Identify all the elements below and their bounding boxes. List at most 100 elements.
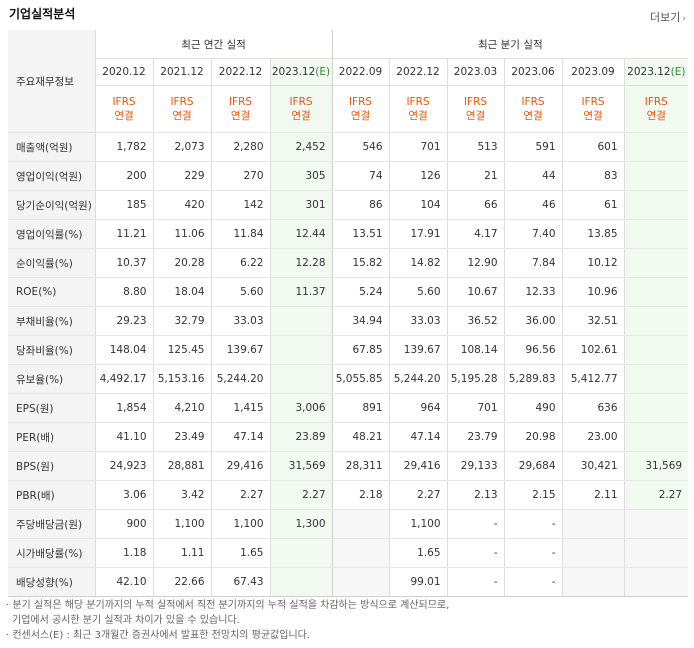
table-cell: [561, 538, 625, 568]
table-cell: [561, 567, 625, 597]
row-label: 영업이익(억원): [8, 161, 95, 191]
consolidation-label: 연결: [230, 110, 251, 122]
table-cell: 420: [152, 190, 211, 220]
table-cell: 2.27: [623, 480, 689, 510]
quarter-group-header: 최근 분기 실적: [331, 30, 689, 59]
row-label: PBR(배): [8, 480, 95, 510]
table-cell: 10.96: [561, 277, 625, 307]
row-label: 당좌비율(%): [8, 335, 95, 365]
table-cell: [623, 422, 689, 452]
financial-table: 주요재무정보 최근 연간 실적 최근 분기 실적 2020.12 2021.12 2…: [8, 30, 689, 597]
standard-label: IFRS: [463, 96, 488, 108]
table-row: 배당성향(%) 42.10 22.66 67.43 99.01- -: [8, 567, 689, 597]
table-cell: 10.12: [561, 248, 625, 278]
standard-label: IFRS: [521, 96, 545, 108]
accounting-standard: IFRS 연결: [446, 85, 505, 133]
consolidation-label: 연결: [523, 110, 543, 122]
row-label: 당기순이익(억원): [8, 190, 95, 220]
table-cell: 1.65: [388, 538, 448, 568]
standard-label: IFRS: [644, 96, 668, 108]
table-cell: [623, 190, 689, 220]
table-cell: 14.82: [388, 248, 448, 278]
table-cell: -: [503, 509, 563, 539]
section-title: 기업실적분석: [9, 7, 76, 21]
consolidation-label: 연결: [583, 110, 603, 122]
table-cell: 11.84: [210, 219, 270, 249]
table-row: ROE(%) 8.80 18.04 5.60 11.37 5.24 5.60 10.67 12.…: [8, 277, 689, 307]
table-cell: 2.15: [503, 480, 563, 510]
table-cell: 5,412.77: [561, 364, 625, 394]
table-cell: 20.28: [152, 248, 211, 278]
table-cell: 1.11: [152, 538, 211, 568]
table-cell: 2.18: [331, 480, 390, 510]
table-cell: 102.61: [561, 335, 625, 365]
table-cell: [269, 306, 333, 336]
table-cell: 2,280: [210, 132, 270, 162]
table-cell: 1,854: [94, 393, 153, 423]
table-cell: 5,153.16: [152, 364, 211, 394]
period-header: 2023.03: [446, 58, 505, 86]
table-cell: 23.79: [446, 422, 505, 452]
accounting-standard: IFRS 연결: [269, 85, 333, 133]
table-cell: -: [446, 509, 505, 539]
standard-label: IFRS: [289, 96, 313, 108]
table-cell: [269, 538, 333, 568]
period-header: 2022.12: [210, 58, 270, 86]
standard-label: IFRS: [170, 96, 194, 108]
table-cell: [623, 364, 689, 394]
table-cell: 4,492.17: [94, 364, 153, 394]
table-cell: 30,421: [561, 451, 625, 481]
table-cell: 5.60: [388, 277, 448, 307]
table-cell: 2.27: [210, 480, 270, 510]
table-cell: 18.04: [152, 277, 211, 307]
table-cell: 5.24: [331, 277, 390, 307]
table-cell: 13.85: [561, 219, 625, 249]
table-cell: 20.98: [503, 422, 563, 452]
table-cell: 61: [561, 190, 625, 220]
period-header: 2023.12(E): [269, 58, 333, 86]
period-header: 2023.09: [561, 58, 625, 86]
table-cell: 29,133: [446, 451, 505, 481]
table-cell: 33.03: [388, 306, 448, 336]
table-cell: 5,244.20: [210, 364, 270, 394]
table-cell: 2.11: [561, 480, 625, 510]
table-cell: [623, 277, 689, 307]
table-cell: 5,289.83: [503, 364, 563, 394]
table-cell: 601: [561, 132, 625, 162]
table-cell: 23.89: [269, 422, 333, 452]
table-cell: 22.66: [152, 567, 211, 597]
table-cell: 13.51: [331, 219, 390, 249]
table-cell: 1,300: [269, 509, 333, 539]
table-cell: 891: [331, 393, 390, 423]
row-label: 유보율(%): [8, 364, 95, 394]
accounting-standard: IFRS 연결: [331, 85, 390, 133]
table-cell: 1,782: [94, 132, 153, 162]
footnote-3: · 컨센서스(E) : 최근 3개월간 증권사에서 발표한 전망치의 평균값입니…: [6, 630, 311, 641]
estimate-mark: (E): [315, 66, 331, 78]
table-cell: [269, 567, 333, 597]
table-cell: 1.18: [94, 538, 153, 568]
table-cell: 2,073: [152, 132, 211, 162]
table-row: 부채비율(%) 29.23 32.79 33.03 34.94 33.03 36.52 36.…: [8, 306, 689, 336]
table-cell: 200: [94, 161, 153, 191]
more-link[interactable]: 더보기 ›: [650, 9, 686, 25]
table-cell: 2.27: [388, 480, 448, 510]
table-cell: [269, 335, 333, 365]
table-cell: [623, 306, 689, 336]
period-label: 2023.06: [511, 66, 555, 78]
footnote-2: 기업에서 공시한 분기 실적과 차이가 있을 수 있습니다.: [12, 615, 240, 626]
table-cell: 2.13: [446, 480, 505, 510]
table-cell: 44: [503, 161, 563, 191]
table-cell: 591: [503, 132, 563, 162]
table-cell: 42.10: [94, 567, 153, 597]
accounting-standard: IFRS 연결: [388, 85, 448, 133]
table-cell: 29,684: [503, 451, 563, 481]
table-cell: 3.06: [94, 480, 153, 510]
table-cell: 47.14: [388, 422, 448, 452]
table-cell: 108.14: [446, 335, 505, 365]
table-cell: 2,452: [269, 132, 333, 162]
table-cell: 229: [152, 161, 211, 191]
table-cell: 86: [331, 190, 390, 220]
table-cell: 12.28: [269, 248, 333, 278]
table-cell: [623, 335, 689, 365]
